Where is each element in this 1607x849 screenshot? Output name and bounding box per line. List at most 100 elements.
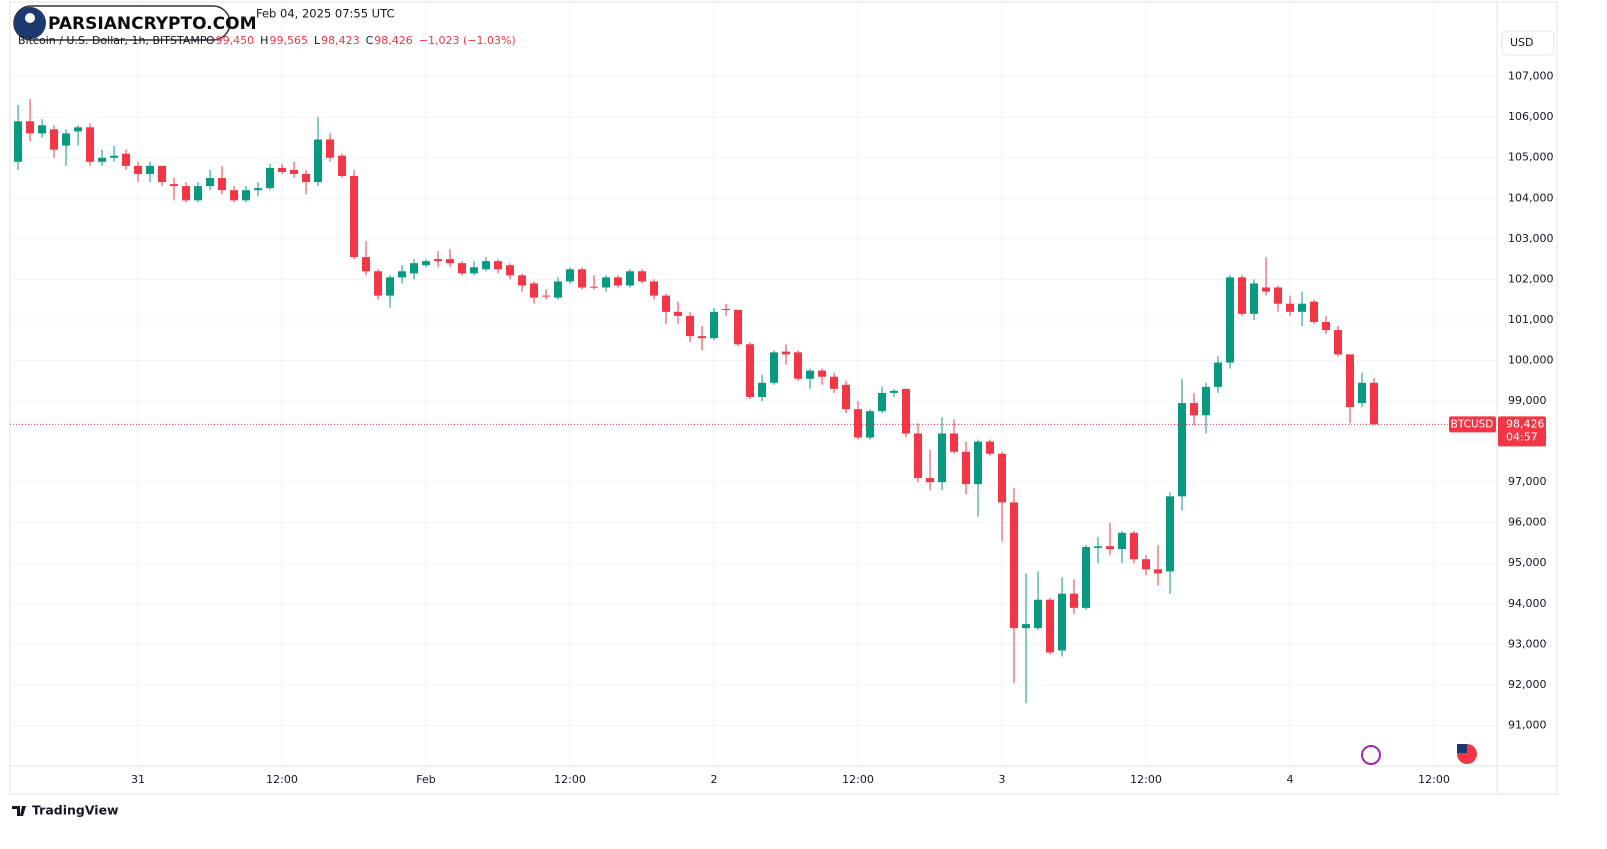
ohlc-key: H [260, 34, 268, 47]
candle-body [374, 271, 383, 296]
y-tick-label: 97,000 [1508, 475, 1547, 488]
currency-box [1501, 30, 1555, 56]
candle-body [866, 411, 875, 438]
candle-body [1130, 532, 1139, 560]
y-tick-label: 101,000 [1508, 313, 1554, 326]
candle-body [1070, 593, 1079, 608]
candle-body [314, 139, 323, 183]
candle-body [494, 261, 503, 270]
candle-body [998, 453, 1007, 503]
x-tick-label: 3 [999, 773, 1006, 786]
last-price-label: 98,426 [1506, 417, 1545, 430]
candle-body [626, 271, 635, 286]
candle-body [818, 370, 827, 377]
candle-body [446, 259, 455, 264]
candle-body [722, 308, 731, 310]
x-tick-label: 12:00 [1418, 773, 1450, 786]
ohlc-legend: O 99,450 H 99,565 L 98,423 C 98,426 −1,023 (−1.0… [206, 34, 516, 47]
candle-body [1154, 569, 1163, 574]
ohlc-value: 99,450 [216, 34, 255, 47]
candle-body [974, 441, 983, 485]
candle-body [110, 155, 119, 158]
candle-body [1370, 382, 1379, 425]
last-price-box [1498, 416, 1546, 447]
candle-body [398, 271, 407, 278]
candle-body [1118, 532, 1127, 550]
candle-body [1142, 559, 1151, 570]
candle-body [566, 269, 575, 282]
candle-body [158, 165, 167, 183]
currency: USD [1510, 36, 1534, 49]
candle-body [854, 409, 863, 438]
candle-body [794, 352, 803, 379]
candle-body [554, 281, 563, 298]
y-tick-label: 103,000 [1508, 232, 1554, 245]
candle-body [1358, 382, 1367, 404]
candle-body [386, 277, 395, 296]
symbol-label-box [1449, 416, 1496, 433]
candle-body [182, 186, 191, 201]
candle-body [1058, 593, 1067, 651]
candle-body [434, 259, 443, 262]
candle-body [1298, 303, 1307, 312]
candle-body [1250, 283, 1259, 314]
y-tick-label: 100,000 [1508, 353, 1554, 366]
candle-body [1214, 362, 1223, 387]
candle-body [134, 165, 143, 174]
candle-body [614, 277, 623, 286]
candle-body [1178, 403, 1187, 497]
candle-body [50, 129, 59, 150]
candle-body [422, 261, 431, 266]
candle-body [1262, 287, 1271, 292]
candle-body [1034, 599, 1043, 629]
candle-body [938, 433, 947, 483]
candle-body [14, 121, 23, 162]
overlay: Feb 04, 2025 07:55 UTC PARSIANCRYPTO.COM… [10, 5, 1555, 818]
x-tick-label: 12:00 [554, 773, 586, 786]
candle-body [74, 127, 83, 132]
candle-body [470, 267, 479, 274]
candle-body [362, 257, 371, 272]
tradingview-logo [12, 806, 26, 816]
candle-body [950, 433, 959, 452]
candle-body [758, 382, 767, 397]
candle-body [1046, 599, 1055, 653]
candle-body [698, 336, 707, 339]
y-tick-label: 94,000 [1508, 597, 1547, 610]
candle-body [1010, 502, 1019, 629]
candle-body [458, 263, 467, 274]
y-tick-label: 105,000 [1508, 151, 1554, 164]
candle-body [506, 265, 515, 276]
candle-body [710, 311, 719, 339]
candle-body [326, 139, 335, 158]
candle-body [122, 153, 131, 166]
y-tick-label: 96,000 [1508, 516, 1547, 529]
x-tick-label: 12:00 [266, 773, 298, 786]
ohlc-key: O [206, 34, 215, 47]
y-tick-label: 93,000 [1508, 637, 1547, 650]
candle-body [830, 376, 839, 389]
candle-body [1226, 277, 1235, 363]
candle-body [410, 263, 419, 274]
candle-body [806, 370, 815, 379]
x-tick-label: 4 [1287, 773, 1294, 786]
candle-body [302, 173, 311, 183]
x-tick-label: 12:00 [1130, 773, 1162, 786]
ohlc-key: L [314, 34, 321, 47]
candle-body [746, 344, 755, 397]
y-tick-label: 102,000 [1508, 272, 1554, 285]
watermark: PARSIANCRYPTO.COM [48, 14, 256, 34]
candle-body [254, 188, 263, 191]
timestamp: Feb 04, 2025 07:55 UTC [256, 7, 394, 21]
ohlc-value: 98,423 [321, 34, 360, 47]
candle-body [26, 121, 35, 134]
flash-icon[interactable] [1361, 745, 1381, 765]
candle-body [1190, 403, 1199, 416]
y-tick-label: 92,000 [1508, 678, 1547, 691]
candle-body [986, 441, 995, 454]
countdown: 04:57 [1506, 430, 1538, 443]
candle-body [170, 184, 179, 187]
ohlc-change: −1,023 (−1.03%) [419, 34, 516, 47]
